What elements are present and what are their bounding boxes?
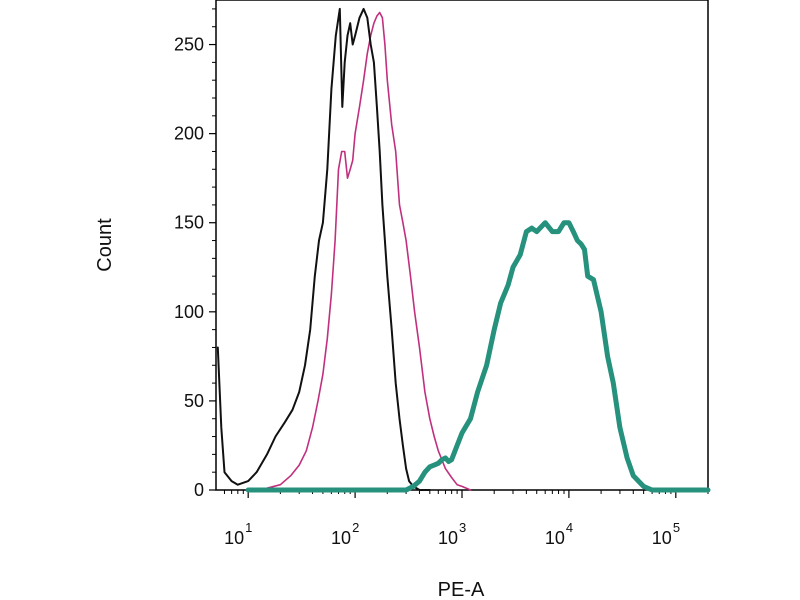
series-line-1 bbox=[216, 7, 431, 491]
x-axis-title: PE-A bbox=[438, 579, 485, 600]
y-axis-title: Count bbox=[94, 218, 116, 272]
y-axis-ticks: 0 50 100 150 200 250 bbox=[174, 8, 216, 500]
x-tick-label: 10 bbox=[545, 528, 565, 548]
series-line-2 bbox=[247, 11, 472, 491]
plot-frame bbox=[215, 0, 709, 491]
y-tick-label: 50 bbox=[184, 391, 204, 411]
y-tick-label: 250 bbox=[174, 35, 204, 55]
x-tick-label: 10 bbox=[652, 528, 672, 548]
x-tick-exponent: 5 bbox=[673, 520, 680, 535]
x-tick-label: 10 bbox=[224, 528, 244, 548]
x-tick-exponent: 2 bbox=[352, 520, 359, 535]
series-line-3 bbox=[245, 220, 711, 493]
x-tick-exponent: 4 bbox=[566, 520, 573, 535]
series-layer bbox=[216, 7, 711, 493]
x-tick-exponent: 1 bbox=[245, 520, 252, 535]
x-tick-label: 10 bbox=[331, 528, 351, 548]
y-tick-label: 0 bbox=[194, 480, 204, 500]
y-tick-label: 100 bbox=[174, 302, 204, 322]
y-tick-label: 200 bbox=[174, 124, 204, 144]
x-tick-exponent: 3 bbox=[459, 520, 466, 535]
y-tick-label: 150 bbox=[174, 213, 204, 233]
x-tick-label: 10 bbox=[438, 528, 458, 548]
